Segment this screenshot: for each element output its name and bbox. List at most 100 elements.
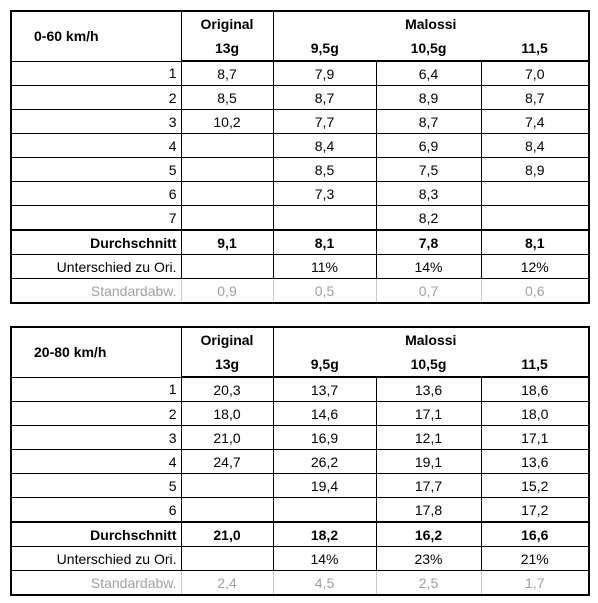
data-row: 5 19,4 17,7 15,2 [10,473,590,498]
cell: 8,7 [375,109,482,134]
data-row: 6 17,8 17,2 [10,497,590,523]
header-row: 13g 9,5g 10,5g 11,5 [11,36,590,62]
cell: 0,9 [180,278,274,304]
table-body: 0-60 km/h Original Malossi 13g 9,5g 10,5g 11,5… [10,11,590,304]
column-header: 9,5g [272,352,376,378]
row-label: 2 [10,85,182,110]
group-header: Original [180,11,274,36]
empty-cell [180,497,274,523]
data-row: 5 8,5 7,5 8,9 [10,157,590,182]
column-header: 10,5g [376,36,481,62]
row-label: 2 [10,401,182,426]
cell: 14,6 [272,401,377,426]
data-row: 3 21,0 16,9 12,1 17,1 [10,425,590,450]
cell: 7,0 [480,60,590,86]
empty-cell [180,546,274,571]
data-row: 2 8,5 8,7 8,9 8,7 [10,85,590,110]
cell: 18,0 [180,401,274,426]
row-label: 3 [10,425,182,450]
cell: 8,4 [480,133,590,158]
cell: 8,5 [272,157,377,182]
empty-cell [180,157,274,182]
data-row: Durchschnitt 21,0 18,2 16,2 16,6 [10,521,590,547]
column-header: 9,5g [272,36,376,62]
empty-cell [180,205,274,231]
row-label: 4 [10,449,182,474]
cell: 17,7 [375,473,482,498]
cell: 16,2 [375,521,482,547]
cell: 6,4 [375,60,482,86]
header-row: 13g 9,5g 10,5g 11,5 [11,352,590,378]
column-header: 10,5g [376,352,481,378]
column-header: 11,5 [481,36,590,62]
data-row: 4 8,4 6,9 8,4 [10,133,590,158]
cell: 7,7 [272,109,377,134]
data-table: 20-80 km/h Original Malossi 13g 9,5g 10,5g 11,… [10,326,591,596]
cell: 17,1 [480,425,590,450]
cell: 13,6 [375,376,482,402]
group-header: Original [180,327,274,352]
row-label: 5 [10,473,182,498]
cell: 8,5 [180,85,274,110]
cell: 8,2 [375,205,482,231]
data-row: Unterschied zu Ori. 14% 23% 21% [10,546,590,571]
column-header: 13g [180,36,274,62]
cell: 13,6 [480,449,590,474]
data-row: 6 7,3 8,3 [10,181,590,206]
cell: 8,4 [272,133,377,158]
data-row: 2 18,0 14,6 17,1 18,0 [10,401,590,426]
cell: 14% [375,254,482,279]
row-label: 1 [10,60,182,86]
cell: 8,9 [480,157,590,182]
empty-cell [180,473,274,498]
empty-cell [272,205,377,231]
data-row: 1 20,3 13,7 13,6 18,6 [10,376,590,402]
cell: 17,8 [375,497,482,523]
cell: 16,6 [480,521,590,547]
cell: 8,1 [480,229,590,255]
cell: 26,2 [272,449,377,474]
data-row: 3 10,2 7,7 8,7 7,4 [10,109,590,134]
cell: 8,9 [375,85,482,110]
cell: 8,1 [272,229,377,255]
group-header: Malossi [272,327,590,352]
cell: 2,5 [375,570,482,596]
cell: 10,2 [180,109,274,134]
cell: 16,9 [272,425,377,450]
row-label: 6 [10,181,182,206]
cell: 21,0 [180,425,274,450]
row-label: 3 [10,109,182,134]
cell: 6,9 [375,133,482,158]
cell: 23% [375,546,482,571]
empty-cell [180,133,274,158]
empty-cell [272,497,377,523]
table-title: 20-80 km/h [10,327,182,377]
cell: 24,7 [180,449,274,474]
cell: 18,0 [480,401,590,426]
row-label: 1 [10,376,182,402]
cell: 0,6 [480,278,590,304]
cell: 19,4 [272,473,377,498]
cell: 15,2 [480,473,590,498]
cell: 8,7 [272,85,377,110]
header-row: 0-60 km/h Original Malossi [10,11,590,61]
group-header: Malossi [272,11,590,36]
cell: 21,0 [180,521,274,547]
empty-cell [480,181,590,206]
row-label: 6 [10,497,182,523]
row-label: Durchschnitt [10,229,182,255]
data-row: 7 8,2 [10,205,590,231]
cell: 13,7 [272,376,377,402]
cell: 8,3 [375,181,482,206]
cell: 11% [272,254,377,279]
row-label: Unterschied zu Ori. [10,546,182,571]
cell: 9,1 [180,229,274,255]
cell: 7,3 [272,181,377,206]
table-body: 20-80 km/h Original Malossi 13g 9,5g 10,5g 11,… [10,327,590,596]
row-label: Standardabw. [10,570,182,596]
data-row: Standardabw. 2,4 4,5 2,5 1,7 [10,570,590,596]
empty-cell [480,205,590,231]
row-label: 7 [10,205,182,231]
empty-cell [180,181,274,206]
cell: 14% [272,546,377,571]
